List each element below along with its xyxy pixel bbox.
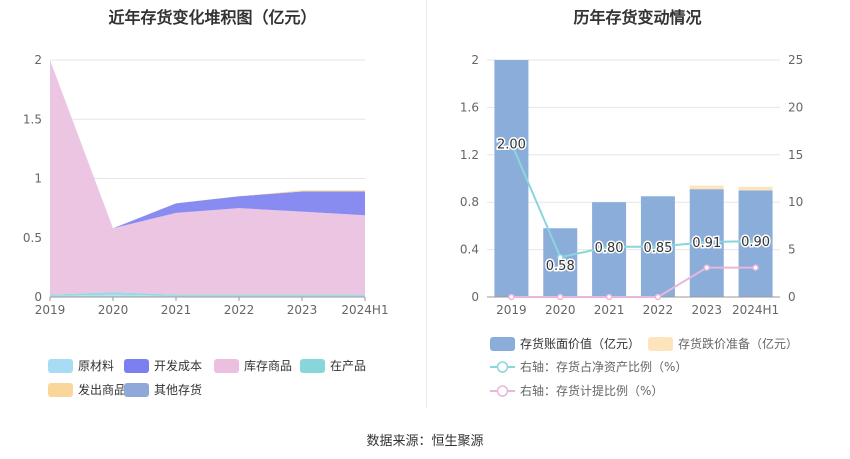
line-point	[752, 264, 759, 271]
x-tick-label: 2024H1	[732, 303, 779, 317]
y-tick-label: 2	[34, 53, 42, 67]
line-point	[703, 264, 710, 271]
legend-swatch	[48, 359, 73, 373]
y-tick-label: 1.5	[23, 112, 42, 126]
y2-tick-label: 0	[788, 290, 796, 304]
legend-swatch	[214, 359, 239, 373]
x-tick-label: 2019	[35, 303, 66, 317]
bar-inventory-value	[543, 228, 578, 297]
bar-inventory-value	[494, 60, 529, 297]
x-tick-label: 2024H1	[341, 303, 388, 317]
legend-label: 在产品	[330, 359, 366, 373]
bar-data-label: 0.91	[692, 236, 721, 251]
y2-tick-label: 20	[788, 100, 803, 114]
line-point	[752, 237, 759, 245]
legend-label: 开发成本	[154, 358, 202, 373]
x-tick-label: 2023	[287, 303, 318, 317]
x-tick-label: 2022	[643, 303, 674, 317]
y-tick-label: 2	[471, 53, 479, 67]
y-tick-label: 1.2	[460, 148, 479, 162]
x-tick-label: 2019	[496, 303, 527, 317]
bar-data-label: 0.90	[741, 235, 770, 250]
y-tick-label: 0.8	[460, 195, 479, 209]
legend-label: 其他存货	[154, 382, 202, 397]
legend-line-marker	[496, 361, 509, 373]
left-chart-title: 近年存货变化堆积图（亿元）	[108, 8, 317, 27]
legend-swatch	[48, 383, 73, 397]
right-chart-title: 历年存货变动情况	[573, 8, 702, 27]
bar-impairment-provision	[689, 185, 724, 190]
y2-tick-label: 25	[788, 53, 803, 67]
y-tick-label: 0	[34, 290, 42, 304]
legend-label: 发出商品	[78, 382, 126, 397]
legend-label: 原材料	[78, 359, 114, 373]
legend-line-marker	[496, 385, 509, 397]
x-tick-label: 2020	[545, 303, 576, 317]
panel-divider	[426, 0, 427, 408]
line-point	[508, 140, 515, 147]
y2-tick-label: 15	[788, 148, 803, 162]
legend-label: 右轴：存货计提比例（%）	[520, 383, 663, 398]
bar-data-label: 0.80	[595, 241, 624, 256]
y2-tick-label: 10	[788, 195, 803, 209]
bar-data-label: 2.00	[497, 137, 526, 152]
bar-data-label: 0.85	[643, 241, 672, 256]
legend-label: 存货账面价值（亿元）	[520, 336, 640, 351]
x-tick-label: 2023	[691, 303, 722, 317]
line-point	[605, 243, 613, 251]
x-tick-label: 2021	[594, 303, 625, 317]
legend-swatch	[300, 359, 325, 373]
y-tick-label: 0.5	[23, 231, 42, 245]
y-tick-label: 1	[34, 172, 42, 186]
x-tick-label: 2020	[98, 303, 129, 317]
y2-tick-label: 5	[788, 243, 796, 257]
bar-data-label: 0.58	[546, 259, 575, 274]
line-series	[511, 266, 756, 298]
y-tick-label: 1.6	[460, 100, 479, 114]
data-source-label: 数据来源：恒生聚源	[366, 434, 484, 449]
y-tick-label: 0	[471, 290, 479, 304]
x-tick-label: 2022	[224, 303, 255, 317]
line-series	[510, 143, 756, 259]
legend-swatch	[124, 383, 149, 397]
y-tick-label: 0.4	[460, 243, 479, 257]
bar-impairment-provision	[738, 186, 773, 191]
area-series	[50, 292, 365, 296]
legend-swatch	[490, 337, 515, 351]
line-point	[654, 293, 662, 301]
line-point	[605, 293, 613, 301]
line-point	[557, 293, 564, 301]
legend-swatch	[648, 337, 673, 351]
line-point	[508, 293, 515, 301]
line-point	[654, 243, 662, 251]
stacked-area-chart: 0 0.5 1 1.5 2 2019 2020 2021 2022 2023 2024H1 原材料 开发…	[23, 53, 389, 397]
area-series	[50, 60, 365, 295]
line-point	[703, 238, 710, 246]
legend-label: 存货跌价准备（亿元）	[678, 336, 798, 351]
legend-label: 右轴：存货占净资产比例（%）	[520, 359, 687, 374]
legend-swatch	[124, 359, 149, 373]
legend-label: 库存商品	[244, 358, 292, 373]
x-tick-label: 2021	[161, 303, 192, 317]
line-point	[557, 253, 564, 261]
area-series	[50, 60, 365, 229]
